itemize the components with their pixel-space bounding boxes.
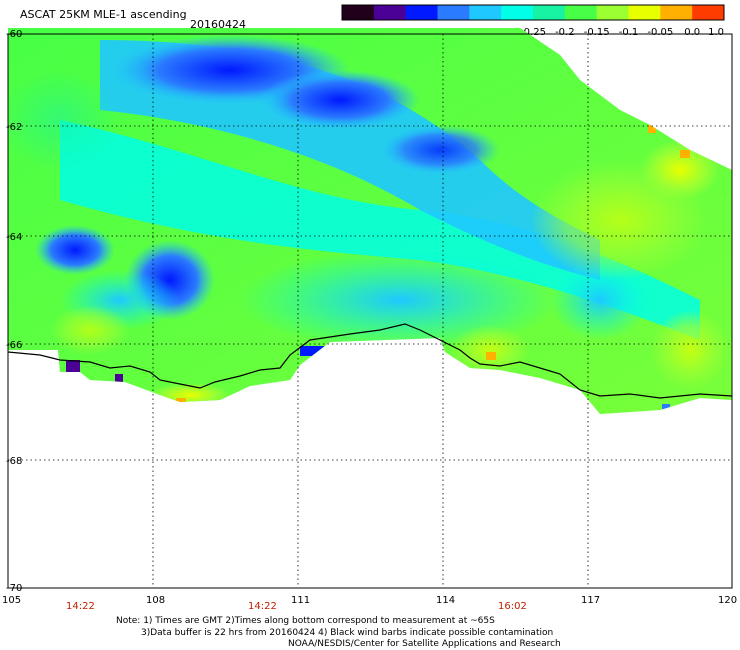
map-date: 20160424 [190, 18, 246, 31]
colorbar-label: -0.15 [584, 27, 610, 38]
lon-label: 111 [291, 595, 310, 606]
colorbar-label: -0.1 [619, 27, 639, 38]
colorbar-swatch [564, 5, 598, 20]
colorbar-label: -0.25 [520, 27, 546, 38]
colorbar-label: 0.0 [684, 27, 700, 38]
lon-label: 117 [581, 595, 600, 606]
time-label: 14:22 [66, 601, 95, 612]
lat-label: -70 [6, 583, 22, 594]
lat-label: -60 [6, 29, 22, 40]
lon-label: 114 [436, 595, 455, 606]
colorbar-swatch [501, 5, 534, 20]
time-labels: 14:22 14:22 16:02 [66, 601, 527, 612]
lat-label: -66 [6, 340, 22, 351]
time-label: 16:02 [498, 601, 527, 612]
colorbar-label: -0.2 [555, 27, 575, 38]
note-line-3: NOAA/NESDIS/Center for Satellite Applica… [288, 639, 561, 649]
colorbar-border [341, 4, 725, 21]
note-line-2: 3)Data buffer is 22 hrs from 20160424 4)… [141, 628, 554, 638]
colorbar-swatch [533, 5, 566, 20]
map-frame [7, 33, 733, 589]
lat-label: -62 [6, 122, 22, 133]
lon-label: 108 [146, 595, 165, 606]
colorbar-swatch [628, 5, 661, 20]
colorbar-swatch [405, 5, 438, 20]
lon-label: 105 [2, 595, 21, 606]
colorbar-swatch [596, 5, 629, 20]
colorbar-swatch [692, 5, 725, 20]
colorbar-swatch [660, 5, 693, 20]
longitude-labels: 105 108 111 114 117 120 [2, 595, 737, 606]
lat-label: -68 [6, 456, 22, 467]
colorbar-label: 1.0 [708, 27, 724, 38]
note-line-1: Note: 1) Times are GMT 2)Times along bot… [116, 616, 495, 626]
lon-label: 120 [718, 595, 737, 606]
colorbar-swatches [341, 4, 725, 21]
coastline [7, 323, 733, 399]
colorbar-swatch [469, 5, 502, 20]
colorbar-swatch [342, 5, 375, 20]
map-title: ASCAT 25KM MLE-1 ascending [20, 8, 187, 21]
time-label: 14:22 [248, 601, 277, 612]
colorbar-swatch [437, 5, 470, 20]
latitude-labels: -60 -62 -64 -66 -68 -70 [6, 29, 22, 594]
colorbar-label: -0.05 [647, 27, 673, 38]
lat-label: -64 [6, 232, 22, 243]
colorbar-swatch [373, 5, 407, 20]
graticule [8, 34, 732, 588]
wind-field [8, 28, 732, 414]
